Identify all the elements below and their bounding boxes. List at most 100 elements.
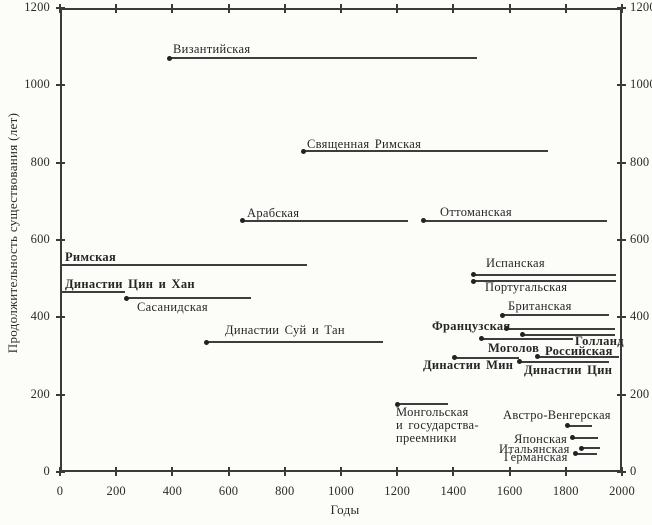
y-tick-right	[617, 393, 626, 396]
plot-frame	[60, 8, 622, 472]
empire-start-dot-mongol-successors	[394, 401, 400, 407]
y-tick-right	[617, 471, 626, 473]
x-tick-top	[227, 4, 230, 13]
empire-start-dot-italian	[578, 445, 584, 451]
y-tick-right	[617, 84, 626, 87]
empire-label-german: Германская	[504, 450, 568, 464]
empire-start-dot-mughal	[479, 336, 484, 342]
x-tick	[508, 467, 511, 476]
empire-line-german	[575, 452, 597, 455]
y-tick-left	[56, 161, 65, 164]
empire-label-byzantine: Византийская	[173, 42, 251, 56]
empire-label-spanish: Испанская	[486, 256, 545, 270]
x-tick-top	[508, 4, 511, 13]
y-tick-label-right: 400	[630, 309, 650, 324]
x-tick	[115, 467, 118, 476]
x-tick-label: 600	[218, 484, 239, 498]
x-tick	[340, 467, 342, 476]
empire-start-dot-byzantine	[167, 55, 173, 61]
empire-label-austro-hungarian: Австро-Венгерская	[503, 408, 611, 422]
x-tick-label: 800	[275, 484, 295, 498]
empire-start-dot-ottoman	[421, 218, 427, 224]
empire-start-dot-sui-tang-dynasties	[203, 339, 209, 345]
x-tick-top	[171, 4, 174, 13]
y-tick-label-left: 400	[30, 309, 50, 324]
empire-label-british: Британская	[508, 299, 572, 313]
empire-label-sasanian: Сасанидская	[137, 300, 208, 314]
y-tick-left	[56, 239, 65, 241]
empire-line-sasanian	[126, 297, 252, 299]
empire-label-dutch: Голланд	[575, 334, 624, 348]
empire-line-ottoman	[423, 219, 607, 222]
empire-label-mongol-successors: Монгольская и государства- преемники	[396, 405, 479, 445]
y-tick-left	[56, 471, 65, 473]
empire-line-japanese	[572, 436, 599, 439]
x-tick-label: 400	[162, 484, 183, 498]
empire-line-byzantine	[169, 57, 478, 60]
empire-label-mughal: Моголов	[488, 341, 540, 355]
empire-label-french: Французская	[432, 319, 511, 333]
empire-label-holy-roman: Священная Римская	[307, 137, 422, 151]
empire-start-dot-japanese	[570, 435, 576, 441]
y-tick-label-left: 1200	[24, 0, 50, 14]
empire-start-dot-spanish	[470, 272, 476, 278]
y-tick-right	[617, 7, 626, 9]
empire-line-qing-dynasty	[519, 360, 610, 363]
empire-label-russian: Российская	[545, 344, 613, 358]
y-tick-left	[56, 7, 65, 9]
empire-start-dot-austro-hungarian	[564, 423, 570, 429]
empire-label-roman: Римская	[65, 250, 117, 264]
y-tick-label-right: 800	[630, 154, 650, 169]
x-tick	[564, 467, 567, 476]
empire-label-italian: Итальянская	[499, 442, 570, 456]
y-tick-left	[56, 316, 65, 319]
x-tick-top	[340, 4, 342, 13]
y-tick-label-left: 0	[43, 464, 50, 478]
y-tick-right	[617, 316, 626, 319]
x-tick-label: 0	[56, 484, 64, 498]
x-tick	[283, 467, 286, 476]
y-tick-right	[617, 161, 626, 164]
x-tick-top	[452, 4, 455, 13]
y-tick-label-left: 600	[30, 232, 50, 246]
empire-start-dot-british	[500, 312, 506, 318]
x-tick	[171, 467, 174, 476]
x-tick-label: 1600	[496, 484, 523, 498]
empire-label-sui-tang-dynasties: Династии Суй и Тан	[225, 323, 345, 337]
x-tick-top	[564, 4, 567, 13]
x-tick-top	[283, 4, 286, 13]
x-tick-label: 1800	[552, 484, 579, 498]
empire-label-ming-dynasty: Династии Мин	[423, 358, 514, 372]
x-axis-title: Годы	[330, 502, 360, 517]
empire-start-dot-russian	[535, 354, 541, 360]
empire-line-mongol-successors	[397, 403, 448, 406]
y-tick-label-right: 1200	[630, 0, 652, 14]
empire-label-arab: Арабская	[247, 206, 300, 220]
empire-line-roman	[60, 264, 308, 267]
y-tick-left	[56, 84, 65, 87]
empire-line-arab	[242, 219, 409, 222]
empire-start-dot-german	[573, 451, 579, 457]
empire-line-russian	[537, 355, 620, 358]
empire-start-dot-dutch	[519, 332, 525, 338]
x-tick-label: 200	[106, 484, 126, 498]
empire-line-austro-hungarian	[567, 424, 593, 427]
empire-label-japanese: Японская	[514, 432, 568, 446]
empire-start-dot-sasanian	[123, 295, 129, 301]
y-tick-label-right: 200	[630, 386, 650, 401]
x-tick-label: 2000	[609, 484, 635, 498]
y-tick-label-right: 1000	[630, 77, 652, 92]
x-tick	[396, 467, 399, 476]
empire-line-french	[506, 327, 615, 330]
y-tick-label-right: 0	[630, 464, 637, 478]
y-tick-left	[56, 393, 65, 396]
y-tick-label-left: 800	[30, 154, 50, 169]
y-tick-label-left: 1000	[24, 77, 50, 92]
empire-label-ottoman: Оттоманская	[440, 205, 512, 219]
y-tick-label-left: 200	[30, 386, 50, 401]
empire-line-mughal	[481, 337, 573, 340]
empire-line-sui-tang-dynasties	[206, 341, 384, 344]
empire-line-british	[502, 314, 610, 317]
x-tick-label: 1200	[384, 484, 411, 498]
